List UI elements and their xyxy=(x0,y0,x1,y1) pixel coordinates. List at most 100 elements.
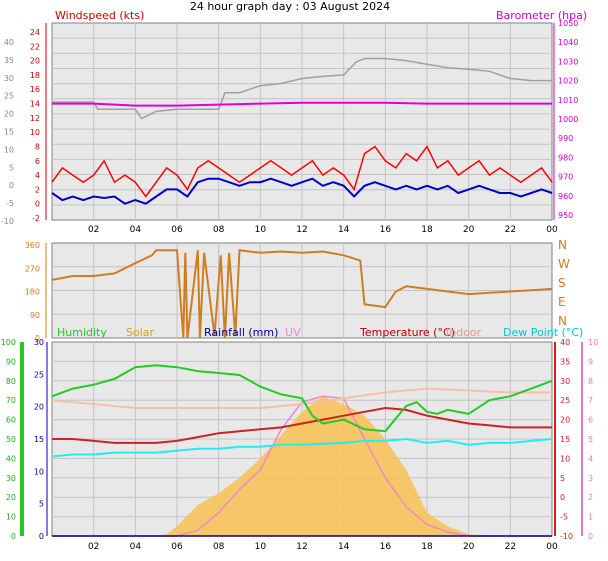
axis-tick-label: 1040 xyxy=(558,38,578,47)
axis-tick-label: 24 xyxy=(30,28,40,37)
x-tick-label: 18 xyxy=(421,542,433,552)
axis-tick-label: 25 xyxy=(34,370,44,379)
compass-label: N xyxy=(558,314,567,328)
axis-tick-label: 5 xyxy=(9,163,14,172)
x-tick-label: 22 xyxy=(505,542,516,552)
legend-item: UV xyxy=(285,326,301,339)
barometer-label: Barometer (hpa) xyxy=(496,9,587,22)
axis-tick-label: 3 xyxy=(588,474,593,483)
axis-tick-label: 20 xyxy=(30,57,40,66)
axis-tick-label: 0 xyxy=(35,200,40,209)
humidity-series xyxy=(51,364,553,433)
legend: Humidity Solar Rainfall (mm) UV Temperature … xyxy=(57,326,583,339)
axis-tick-label: -10 xyxy=(1,217,14,226)
x-tick-label: 10 xyxy=(255,225,267,235)
axis-tick-label: 0 xyxy=(560,493,565,502)
indoor-series xyxy=(51,387,552,409)
axis-tick-label: 100 xyxy=(1,338,16,347)
axis-tick-label: 20 xyxy=(560,416,570,425)
barometer-axis-ticks: 1050 1040 1030 1020 1010 1000 990 980 970 960 950 xyxy=(558,19,578,220)
axis-tick-label: 10 xyxy=(588,338,598,347)
axis-tick-label: 30 xyxy=(560,377,570,386)
axis-tick-label: 15 xyxy=(34,435,44,444)
axis-tick-label: 4 xyxy=(588,454,593,463)
axis-tick-label: 16 xyxy=(30,85,40,94)
wind-gray-series xyxy=(52,57,552,120)
axis-tick-label: 5 xyxy=(560,474,565,483)
axis-tick-label: 35 xyxy=(560,357,570,366)
axis-tick-label: 270 xyxy=(25,264,40,273)
axis-tick-label: 1000 xyxy=(558,115,578,124)
axis-tick-label: 30 xyxy=(34,338,44,347)
legend-item: Solar xyxy=(126,326,155,339)
axis-tick-label: -5 xyxy=(6,199,14,208)
axis-tick-label: 1050 xyxy=(558,19,578,28)
axis-tick-label: 8 xyxy=(35,142,40,151)
x-tick-label: 00 xyxy=(546,542,558,552)
axis-tick-label: 40 xyxy=(560,338,570,347)
wind-direction-series xyxy=(51,249,553,339)
axis-tick-label: 2 xyxy=(35,185,40,194)
outer-axis-ticks: 40 35 30 25 20 15 10 5 0 -5 -10 xyxy=(1,38,14,226)
axis-tick-label: 2 xyxy=(588,493,593,502)
axis-tick-label: 40 xyxy=(6,454,16,463)
axis-tick-label: -5 xyxy=(560,513,568,522)
x-tick-label: 12 xyxy=(296,542,307,552)
axis-tick-label: 90 xyxy=(30,311,40,320)
axis-tick-label: 0 xyxy=(35,334,40,343)
axis-tick-label: 15 xyxy=(560,435,570,444)
axis-tick-label: 90 xyxy=(6,357,16,366)
axis-tick-label: 30 xyxy=(6,474,16,483)
wind-avg-series xyxy=(51,177,553,205)
x-tick-label: 02 xyxy=(88,225,99,235)
x-tick-label: 20 xyxy=(463,542,475,552)
axis-tick-label: 14 xyxy=(30,100,40,109)
chart-title: 24 hour graph day : 03 August 2024 xyxy=(190,0,390,13)
x-tick-label: 02 xyxy=(88,542,99,552)
barometer-series xyxy=(52,101,552,107)
temperature-axis-ticks: 40 35 30 25 20 15 10 5 0 -5 -10 xyxy=(560,338,573,541)
axis-tick-label: 1030 xyxy=(558,57,578,66)
legend-item: Indoor xyxy=(446,326,482,339)
temperature-x-axis-ticks: 02 04 06 08 10 12 14 16 18 20 22 00 xyxy=(88,542,558,552)
x-tick-label: 00 xyxy=(546,225,558,235)
axis-tick-label: 30 xyxy=(4,74,14,83)
wind-x-axis-ticks: 02 04 06 08 10 12 14 16 18 20 22 00 xyxy=(88,225,558,235)
axis-tick-label: 6 xyxy=(588,416,593,425)
axis-tick-label: 0 xyxy=(11,532,16,541)
axis-tick-label: 990 xyxy=(558,134,573,143)
axis-tick-label: 0 xyxy=(39,532,44,541)
axis-tick-label: 980 xyxy=(558,153,573,162)
x-tick-label: 12 xyxy=(296,225,307,235)
axis-tick-label: 25 xyxy=(560,396,570,405)
axis-tick-label: 10 xyxy=(4,145,14,154)
axis-tick-label: 22 xyxy=(30,42,40,51)
axis-tick-label: 5 xyxy=(588,435,593,444)
windspeed-label: Windspeed (kts) xyxy=(55,9,144,22)
axis-tick-label: 0 xyxy=(588,532,593,541)
compass-label: S xyxy=(558,276,566,290)
compass-label: N xyxy=(558,238,567,252)
axis-tick-label: 8 xyxy=(588,377,593,386)
axis-tick-label: 0 xyxy=(9,181,14,190)
axis-tick-label: 70 xyxy=(6,396,16,405)
axis-tick-label: 20 xyxy=(34,403,44,412)
x-tick-label: 20 xyxy=(463,225,475,235)
axis-tick-label: -10 xyxy=(560,532,573,541)
legend-item: Temperature (°C) xyxy=(359,326,455,339)
axis-tick-label: 60 xyxy=(6,416,16,425)
axis-tick-label: 10 xyxy=(34,467,44,476)
x-tick-label: 14 xyxy=(338,542,350,552)
legend-item: Dew Point (°C) xyxy=(503,326,583,339)
axis-tick-label: 180 xyxy=(25,288,40,297)
axis-tick-label: 970 xyxy=(558,173,573,182)
x-tick-label: 22 xyxy=(505,225,516,235)
x-tick-label: 14 xyxy=(338,225,350,235)
